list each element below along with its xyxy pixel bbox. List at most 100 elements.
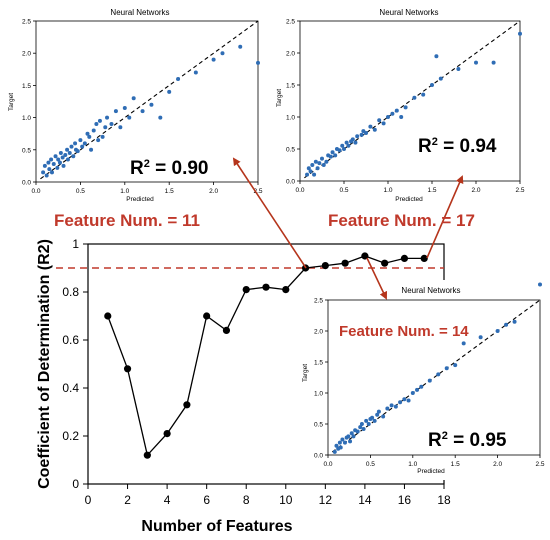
main-chart: 0 2 4 6 8 10 12 14 16 18 0 0.2 0.4 0.6 0.8 1 Number of … xyxy=(36,237,451,535)
scatter-point xyxy=(41,170,46,175)
scatter-point xyxy=(118,125,123,130)
x-tick-label: 8 xyxy=(243,493,250,507)
scatter-point xyxy=(56,157,61,162)
callout-arrow-11 xyxy=(232,157,307,269)
scatter-point xyxy=(436,372,441,377)
inset-x-tick-label: 2.0 xyxy=(209,188,218,195)
scatter-point xyxy=(61,163,66,168)
inset-y-tick-label: 1.0 xyxy=(22,115,31,122)
scatter-point xyxy=(364,418,369,423)
scatter-point xyxy=(87,134,92,139)
scatter-point xyxy=(127,115,132,120)
inset-y-tick-label: 1.5 xyxy=(314,360,323,367)
scatter-point xyxy=(176,76,181,81)
scatter-point xyxy=(453,363,458,368)
callout-arrow-14 xyxy=(366,257,388,300)
x-tick-label: 16 xyxy=(398,493,412,507)
scatter-point xyxy=(51,161,56,166)
scatter-point xyxy=(65,147,70,152)
scatter-point xyxy=(375,412,380,417)
scatter-point xyxy=(372,127,377,132)
inset-scatter-plot-3: 0.0 0.5 1.0 1.5 2.0 2.5 0.0 0.5 1.0 1.5 2.0 2.5 Neu… xyxy=(300,280,546,480)
scatter-point xyxy=(491,60,496,65)
scatter-point xyxy=(504,322,509,327)
data-point xyxy=(400,254,409,262)
data-point xyxy=(203,312,211,320)
scatter-point xyxy=(456,67,461,71)
scatter-point xyxy=(333,153,338,158)
scatter-point xyxy=(393,404,398,409)
scatter-point xyxy=(103,125,108,130)
scatter-point xyxy=(46,160,51,165)
inset-x-tick-label: 1.5 xyxy=(165,188,174,195)
inset-y-tick-label: 1.0 xyxy=(286,115,295,122)
inset-plot-area xyxy=(35,20,259,183)
scatter-point xyxy=(131,96,136,101)
scatter-point xyxy=(256,60,260,65)
scatter-point xyxy=(398,400,403,405)
scatter-point xyxy=(359,132,364,137)
scatter-point xyxy=(73,141,78,146)
scatter-point xyxy=(113,109,118,114)
scatter-point xyxy=(310,163,315,167)
scatter-point xyxy=(96,138,101,143)
inset-x-tick-label: 1.0 xyxy=(383,187,392,194)
scatter-point xyxy=(193,70,198,75)
feature-callout-label-11: Feature Num. = 11 xyxy=(54,211,200,230)
inset-y-tick-label: 2.5 xyxy=(314,298,323,305)
inset-scatter-plot-2: 0.0 0.5 1.0 1.5 2.0 2.5 0.0 0.5 1.0 1.5 2.0 2.5 Neu… xyxy=(276,2,546,203)
y-tick-label: 0.8 xyxy=(62,285,79,299)
y-tick-label: 1 xyxy=(72,237,79,251)
series-points xyxy=(104,252,428,459)
callout-arrow-17 xyxy=(426,175,464,259)
scatter-point xyxy=(361,426,366,431)
data-point xyxy=(123,365,132,373)
scatter-point xyxy=(402,397,407,402)
scatter-point xyxy=(412,95,417,100)
scatter-point xyxy=(390,111,395,116)
inset-x-tick-label: 1.0 xyxy=(408,461,417,468)
scatter-point xyxy=(91,128,96,133)
inset-2-r2-label: R2 = 0.94 xyxy=(418,136,497,157)
scatter-point xyxy=(444,366,449,371)
scatter-point xyxy=(122,105,127,110)
scatter-point xyxy=(312,172,317,177)
data-point xyxy=(282,286,290,294)
inset-y-tick-label: 2.0 xyxy=(22,51,31,58)
scatter-point xyxy=(415,387,420,392)
x-tick-label: 0 xyxy=(85,493,92,507)
data-point xyxy=(262,283,270,291)
inset-x-tick-label: 2.0 xyxy=(493,461,502,468)
inset-1-title: Neural Networks xyxy=(110,8,169,17)
scatter-point xyxy=(427,378,432,383)
scatter-point xyxy=(306,166,311,171)
data-point xyxy=(104,312,112,320)
scatter-point xyxy=(399,115,404,119)
x-tick-label: 12 xyxy=(319,493,333,507)
scatter-point xyxy=(60,155,65,160)
inset-2-title: Neural Networks xyxy=(379,8,438,17)
scatter-point xyxy=(334,443,339,448)
scatter-point xyxy=(364,131,368,135)
inset-3-x-axis-label: Predicted xyxy=(417,468,445,475)
inset-x-tick-label: 1.5 xyxy=(451,461,460,468)
scatter-point xyxy=(89,147,94,152)
callouts: Feature Num. = 11 Feature Num. = 17 Feat… xyxy=(54,157,475,340)
scatter-point xyxy=(406,398,411,403)
scatter-point xyxy=(58,151,63,156)
y-tick-label: 0 xyxy=(72,477,79,491)
scatter-point xyxy=(419,384,424,389)
scatter-point xyxy=(394,108,399,113)
scatter-point xyxy=(305,172,310,177)
scatter-point xyxy=(49,170,54,175)
scatter-point xyxy=(346,143,351,148)
scatter-point xyxy=(315,166,320,171)
data-point xyxy=(420,254,428,262)
scatter-point xyxy=(324,159,329,164)
inset-y-tick-label: 2.5 xyxy=(22,19,31,26)
y-tick-label: 0.2 xyxy=(62,429,79,443)
scatter-point xyxy=(358,425,363,430)
data-point xyxy=(381,259,389,267)
inset-x-tick-label: 0.5 xyxy=(339,187,348,194)
scatter-point xyxy=(55,165,60,170)
